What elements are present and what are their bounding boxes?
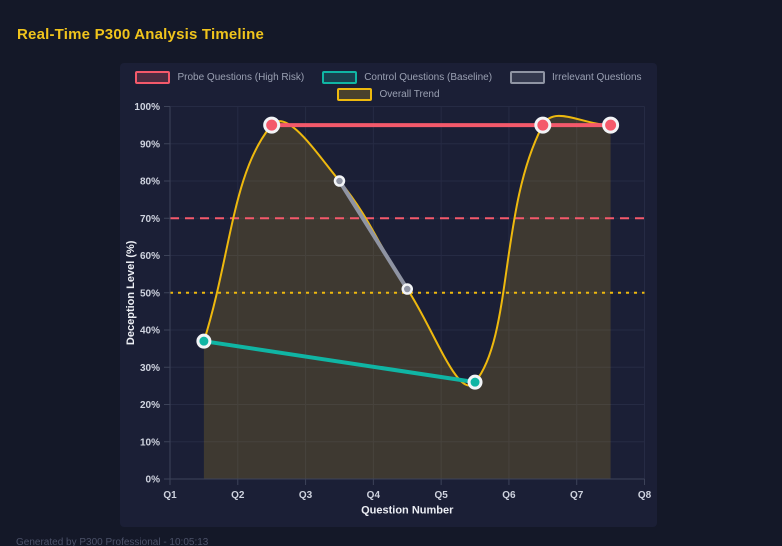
y-tick-label: 10% [140,437,160,448]
y-tick-label: 40% [140,326,160,337]
data-point-irrelevant[interactable] [401,283,413,295]
legend-row-1: Probe Questions (High Risk) Control Quest… [120,71,657,84]
legend-item-irrelevant[interactable]: Irrelevant Questions [510,71,642,84]
page-title: Real-Time P300 Analysis Timeline [17,26,265,43]
y-tick-label: 90% [140,139,160,150]
legend-item-control[interactable]: Control Questions (Baseline) [322,71,492,84]
x-tick-label: Q8 [638,490,652,501]
legend-label: Overall Trend [379,89,440,100]
x-tick-label: Q4 [367,490,381,501]
y-tick-label: 30% [140,363,160,374]
legend-item-trend[interactable]: Overall Trend [337,88,440,101]
series-line-irrelevant [337,179,410,292]
x-tick-label: Q7 [570,490,584,501]
footer-note: Generated by P300 Professional - 10:05:1… [16,537,209,546]
legend-swatch-control [322,71,358,84]
y-tick-label: 0% [146,475,161,486]
data-point-probe[interactable] [263,116,281,134]
y-tick-label: 60% [140,251,160,262]
x-axis-title: Question Number [361,505,454,517]
y-tick-label: 20% [140,400,160,411]
y-tick-label: 80% [140,177,160,188]
y-tick-label: 50% [140,288,160,299]
chart-panel: Probe Questions (High Risk) Control Quest… [120,63,657,527]
x-tick-label: Q6 [502,490,516,501]
legend-swatch-irrelevant [510,71,546,84]
y-tick-label: 100% [134,102,160,113]
series-line-control [201,339,478,385]
legend-label: Irrelevant Questions [552,72,642,83]
data-point-irrelevant[interactable] [333,175,346,187]
data-point-probe[interactable] [602,116,620,134]
legend-item-probe[interactable]: Probe Questions (High Risk) [135,71,304,84]
legend-label: Control Questions (Baseline) [364,72,493,83]
legend-swatch-probe [135,71,171,84]
y-tick-label: 70% [140,214,160,225]
data-point-control[interactable] [467,374,483,390]
x-tick-label: Q2 [231,490,245,501]
y-axis-title: Deception Level (%) [125,240,137,345]
chart-legend: Probe Questions (High Risk) Control Quest… [120,71,657,101]
x-tick-label: Q3 [299,490,313,501]
legend-swatch-trend [337,88,373,101]
x-tick-label: Q1 [163,490,177,501]
legend-row-2: Overall Trend [120,88,657,101]
x-tick-label: Q5 [434,490,448,501]
legend-label: Probe Questions (High Risk) [177,72,305,83]
p300-timeline-chart: 0% 10% 20% 30% 40% 50% 60% 70% 80% 90% 100% Q1 Q2 Q3 Q… [125,102,652,517]
data-point-probe[interactable] [534,116,552,134]
trend-area-fill [203,115,611,479]
data-point-control[interactable] [196,333,212,349]
